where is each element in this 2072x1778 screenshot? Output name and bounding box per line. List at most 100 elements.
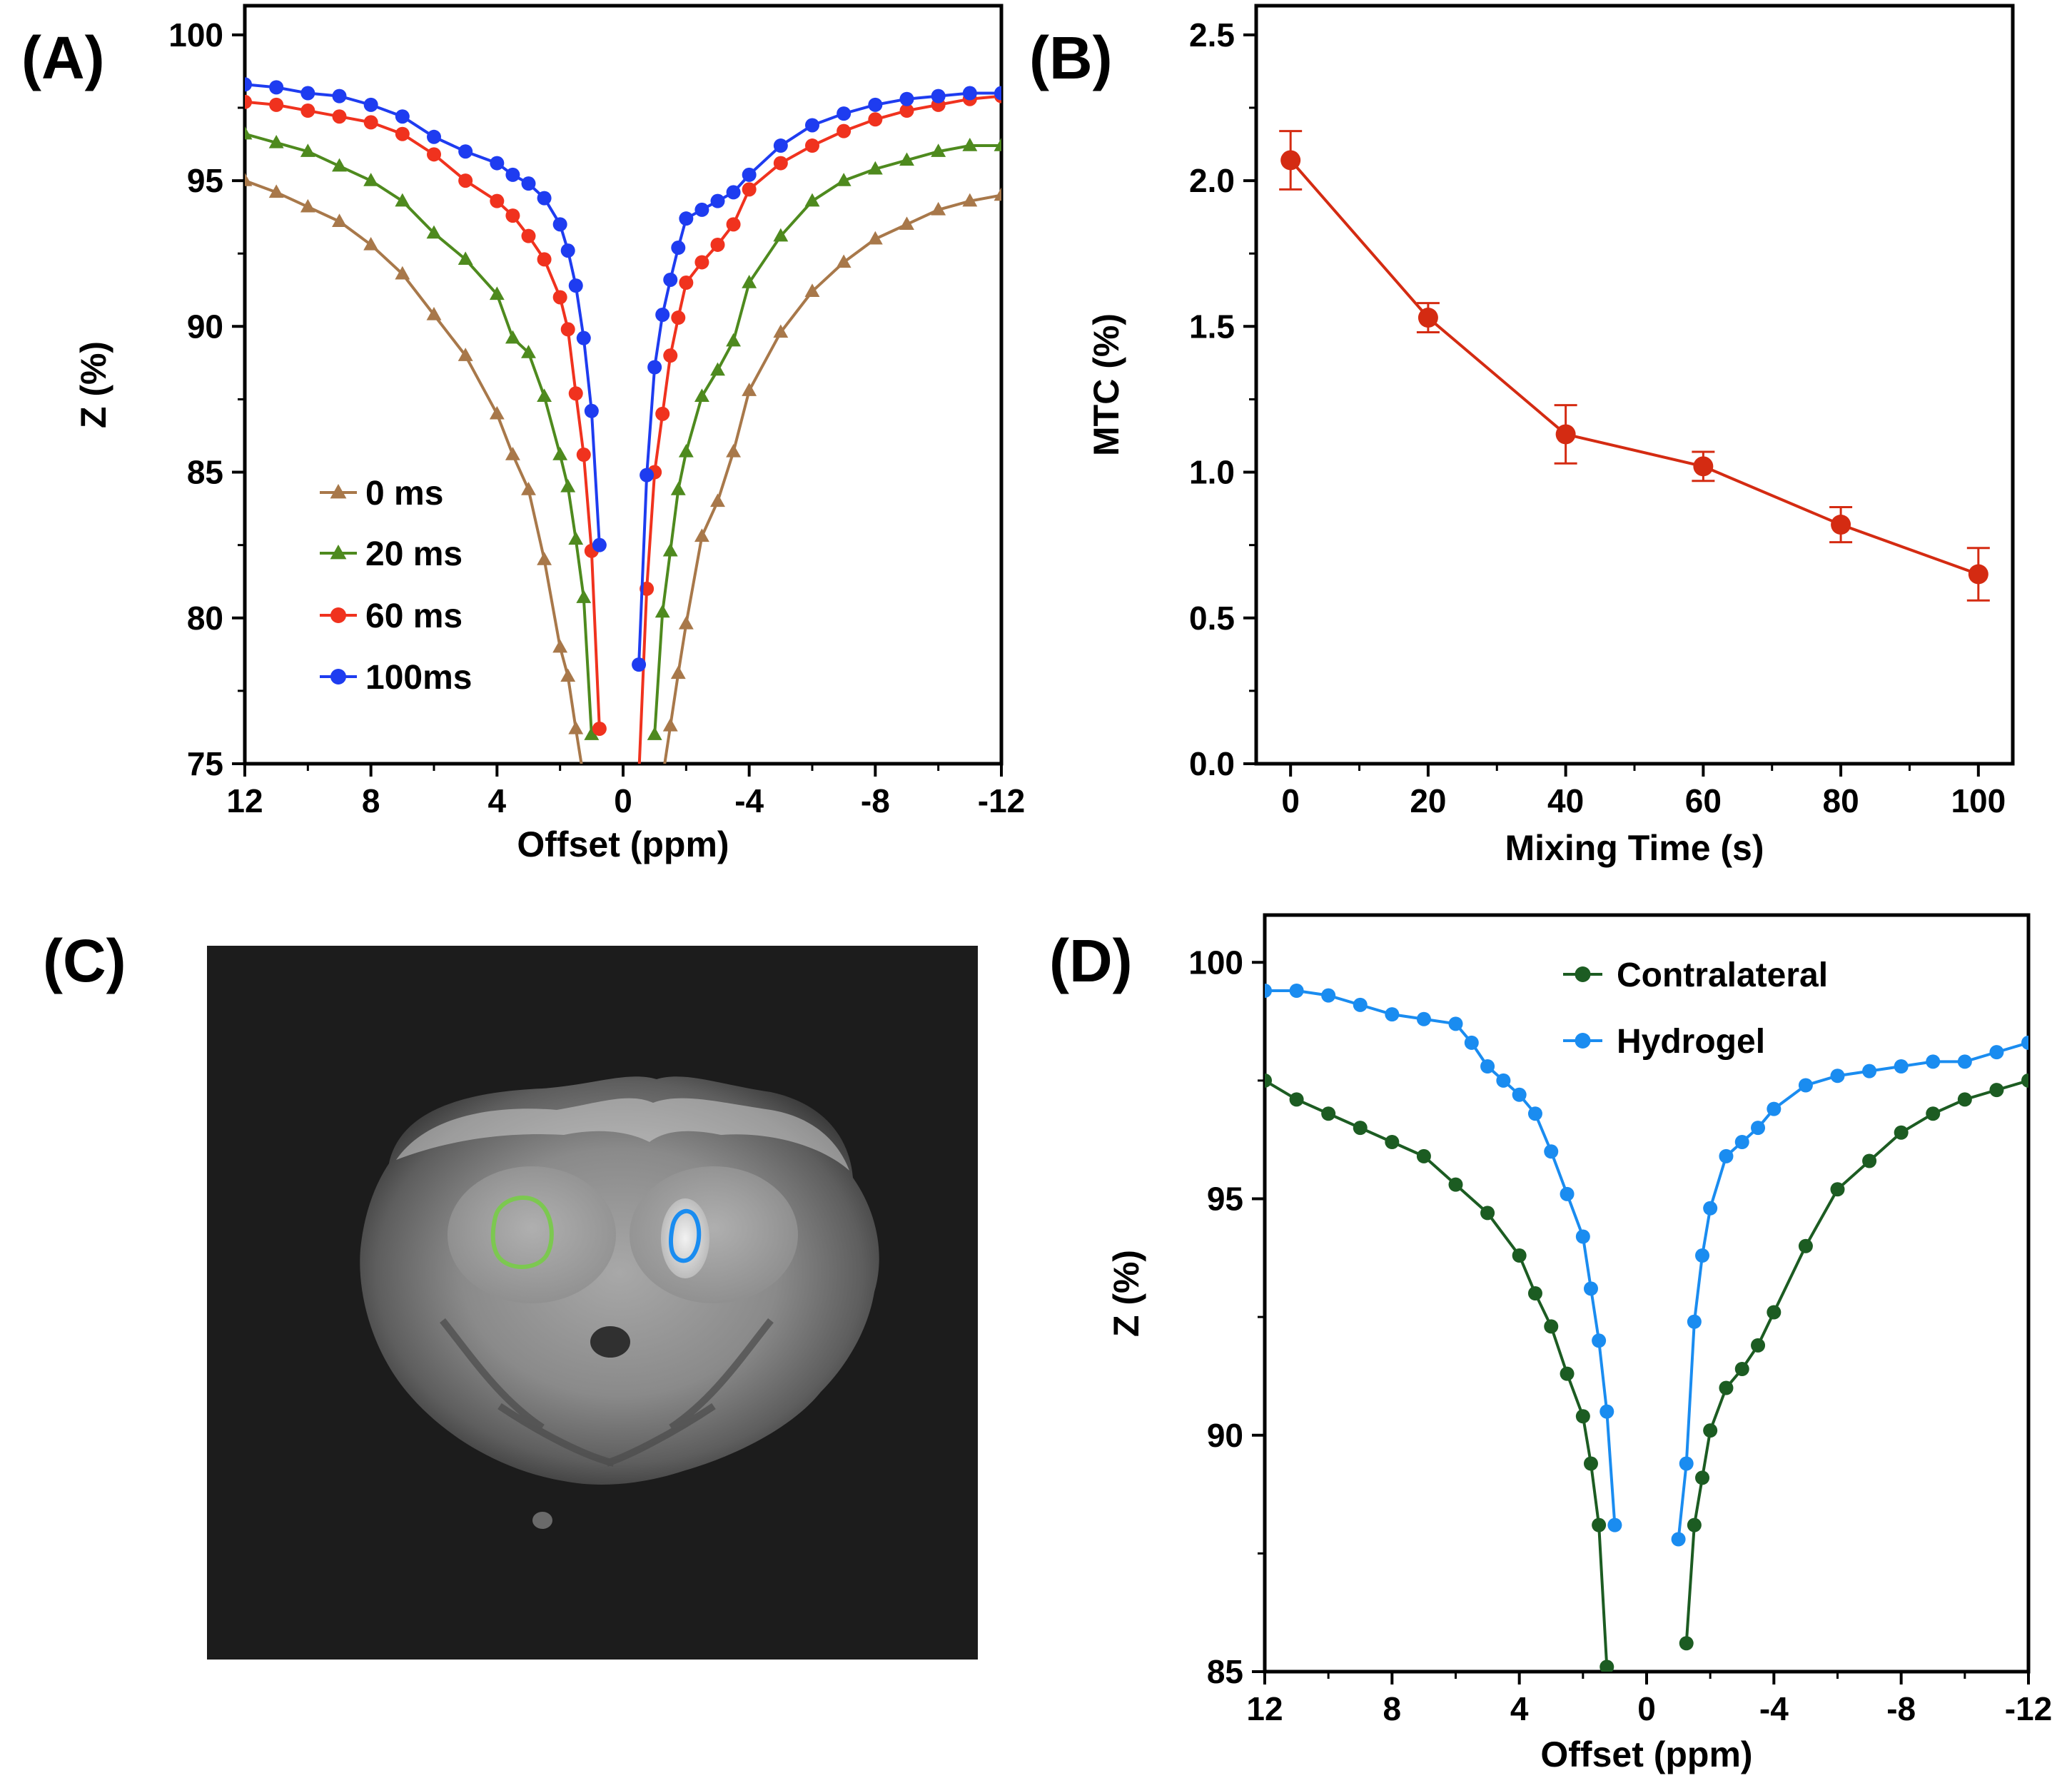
data-point-contralateral: [1583, 1456, 1598, 1471]
legend-marker: [1575, 1033, 1591, 1049]
chart-d-ylabel: Z (%): [1106, 1250, 1146, 1337]
data-point-60-ms: [592, 721, 607, 736]
data-point-hydrogel: [1464, 1035, 1479, 1050]
data-point-20-ms: [804, 193, 820, 207]
series-line-60-ms: [637, 94, 1001, 764]
chart-a-xtick-label: -12: [978, 782, 1025, 819]
data-point-60-ms: [671, 310, 686, 325]
chart-b-ticks: 0 20 40 60 80 100 0.0 0.5 1.0 1.5 2.0 2.5: [1189, 16, 2006, 819]
data-point-hydrogel: [1385, 1007, 1400, 1022]
series-line-contralateral: [1684, 1079, 2028, 1644]
data-point-hydrogel: [1862, 1064, 1877, 1079]
data-point-contralateral: [1560, 1366, 1575, 1381]
data-point-20-ms: [670, 482, 686, 495]
data-point-60-ms: [568, 386, 583, 401]
data-point-100ms: [868, 97, 883, 112]
data-point-100ms: [537, 191, 552, 206]
data-point-60-ms: [773, 156, 788, 171]
data-point-100ms: [773, 138, 788, 153]
data-point-hydrogel: [1592, 1333, 1607, 1348]
chart-d-xtick-label: 0: [1637, 1690, 1656, 1727]
data-point-60-ms: [663, 348, 678, 363]
legend-marker: [330, 545, 347, 560]
data-point-hydrogel: [1751, 1121, 1766, 1136]
data-point-contralateral: [1751, 1338, 1766, 1353]
chart-b-plot-area: [1279, 130, 1990, 602]
data-point-0-ms: [300, 198, 315, 213]
data-point-60-ms: [576, 448, 591, 463]
data-point-100ms: [552, 217, 567, 232]
chart-d-zspectrum-roi: 12 8 4 0 -4 -8 -12 85 90 95 100 Offset (ppm) Z (%)…: [1106, 913, 2052, 1774]
data-point-hydrogel: [1353, 997, 1368, 1012]
data-point-hydrogel: [1480, 1059, 1495, 1074]
data-point-20-ms: [867, 161, 883, 175]
chart-d-xtick-label: -4: [1759, 1690, 1789, 1727]
data-point-60-ms: [655, 406, 670, 421]
data-point-0-ms: [552, 639, 568, 653]
roi-contralateral-outline: [490, 1195, 554, 1269]
data-point-100ms: [710, 193, 725, 208]
data-point-60-ms: [332, 109, 347, 124]
data-point-contralateral: [1957, 1092, 1972, 1107]
data-point-0-ms: [537, 552, 552, 565]
data-point-hydrogel: [1679, 1456, 1694, 1471]
data-point-100ms: [395, 109, 410, 124]
data-point-100ms: [576, 330, 591, 345]
data-point-100ms: [632, 657, 647, 672]
data-point-hydrogel: [1527, 1106, 1542, 1121]
data-point-hydrogel: [1416, 1011, 1431, 1026]
data-point-contralateral: [1448, 1177, 1463, 1192]
data-point-contralateral: [1385, 1135, 1400, 1149]
roi-hydrogel-outline: [668, 1208, 702, 1263]
chart-b-xtick-label: 20: [1410, 782, 1446, 819]
legend-20ms-label: 20 ms: [365, 535, 463, 573]
legend-0ms-label: 0 ms: [365, 475, 443, 512]
data-point-0-ms: [363, 236, 379, 251]
data-point-100ms: [899, 91, 914, 106]
data-point-hydrogel: [1830, 1069, 1845, 1084]
data-point-100ms: [521, 176, 536, 191]
chart-a-zspectrum-mixing: 12 8 4 0 -4 -8 -12 75 80 85 90 95 100 Offset (ppm) Z…: [74, 4, 1025, 864]
data-point-contralateral: [1703, 1423, 1718, 1438]
data-point-60-ms: [537, 252, 552, 267]
chart-b-frame: [1254, 4, 2015, 766]
panel-a-letter: (A): [21, 24, 105, 91]
legend-contralateral-label: Contralateral: [1617, 956, 1828, 994]
data-point-0-ms: [521, 482, 536, 495]
data-point-60-ms: [245, 94, 252, 109]
chart-b-ylabel: MTC (%): [1086, 313, 1126, 456]
data-point-100ms: [962, 86, 977, 101]
chart-a-ylabel: Z (%): [74, 341, 113, 428]
data-point-60-ms: [505, 208, 520, 223]
data-point-100ms: [679, 211, 694, 226]
data-point-hydrogel: [1321, 988, 1336, 1003]
chart-d-legend: Contralateral Hydrogel: [1563, 956, 1828, 1061]
data-point-100ms: [837, 106, 851, 121]
data-point-20-ms: [899, 152, 914, 166]
mri-tissue-structure: [440, 1318, 774, 1467]
data-point-60-ms: [694, 255, 709, 270]
data-point-20-ms: [662, 542, 678, 557]
data-point-contralateral: [1527, 1286, 1542, 1300]
data-point-100ms: [592, 537, 607, 552]
data-point-hydrogel: [1560, 1186, 1575, 1201]
chart-a-xtick-label: 0: [614, 782, 632, 819]
chart-a-xtick-label: 12: [226, 782, 263, 819]
chart-a-ytick-label: 100: [168, 16, 223, 54]
data-point-contralateral: [1416, 1148, 1431, 1163]
data-point-20-ms: [245, 126, 253, 140]
data-point-20-ms: [458, 251, 473, 266]
series-line-contralateral: [1265, 1079, 1609, 1667]
data-point-20-ms: [710, 362, 725, 376]
chart-d-ytick-label: 95: [1207, 1181, 1243, 1218]
data-point-20-ms: [647, 727, 662, 740]
chart-d-xtick-label: -8: [1886, 1690, 1916, 1727]
data-point-20-ms: [560, 478, 576, 493]
data-point-0-ms: [245, 173, 253, 186]
data-point-contralateral: [2021, 1073, 2028, 1088]
chart-d-xtick-label: 8: [1383, 1690, 1402, 1727]
data-point-0-ms: [568, 720, 584, 734]
data-point-contralateral: [1862, 1153, 1877, 1168]
data-point-60-ms: [521, 228, 536, 243]
data-point-contralateral: [1480, 1206, 1495, 1221]
